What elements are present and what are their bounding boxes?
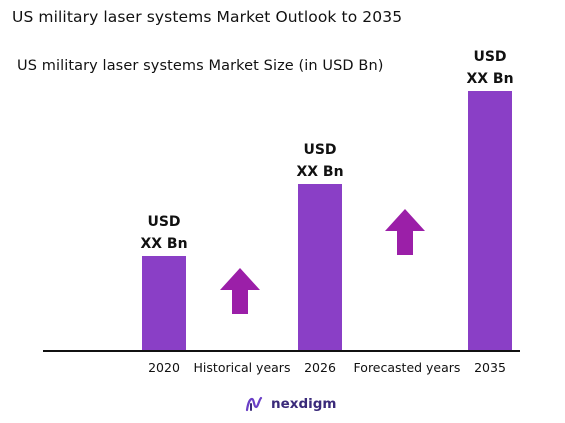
bar-2020 xyxy=(142,256,186,351)
nexdigm-logo: nexdigm xyxy=(245,395,337,413)
bar-2035 xyxy=(468,91,512,351)
value-label-2035-0: USD xyxy=(473,49,506,65)
value-label-2020-1: XX Bn xyxy=(140,236,187,252)
tick-label-2026: 2026 xyxy=(304,360,336,375)
nexdigm-logo-icon xyxy=(245,396,263,412)
value-label-2026-0: USD xyxy=(303,142,336,158)
period-label-0: Historical years xyxy=(194,360,291,375)
page-title: US military laser systems Market Outlook… xyxy=(12,8,403,26)
logo-text: nexdigm xyxy=(271,396,337,412)
up-arrow-icon-forecast xyxy=(385,209,425,255)
period-label-1: Forecasted years xyxy=(354,360,461,375)
value-label-2026-1: XX Bn xyxy=(296,164,343,180)
up-arrow-icon xyxy=(220,268,260,314)
value-label-2035-1: XX Bn xyxy=(466,71,513,87)
tick-label-2035: 2035 xyxy=(474,360,506,375)
tick-label-2020: 2020 xyxy=(148,360,180,375)
chart-subtitle: US military laser systems Market Size (i… xyxy=(17,58,384,74)
value-label-2020-0: USD xyxy=(147,214,180,230)
bar-2026 xyxy=(298,184,342,351)
